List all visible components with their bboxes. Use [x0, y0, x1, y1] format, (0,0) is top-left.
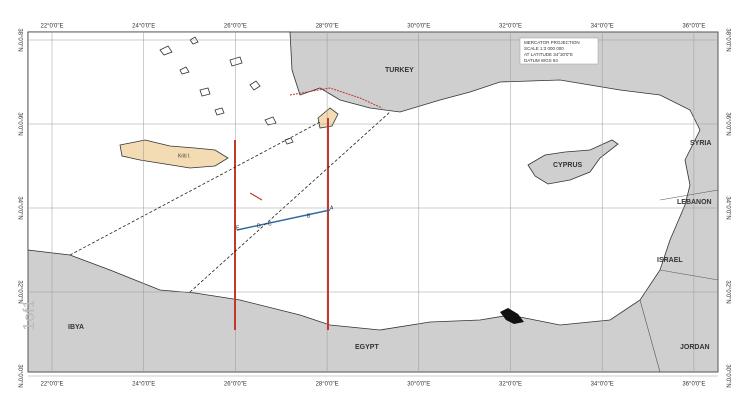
sea	[27, 31, 701, 331]
legend-text: AT LATITUDE 34°30'0"E	[524, 52, 573, 57]
longitude-label: 22°0'0"E	[40, 24, 63, 30]
cyprus	[527, 139, 619, 185]
longitude-label: 28°0'0"E	[316, 382, 339, 388]
legend-text: DATUM WGS 84	[524, 58, 558, 63]
legend-text: MERCATOR PROJECTION	[524, 40, 580, 45]
longitude-label: 32°0'0"E	[499, 382, 522, 388]
crete	[119, 139, 229, 169]
route-line	[236, 209, 331, 231]
legend-text: SCALE 1:3 000 000	[524, 46, 564, 51]
longitude-label: 36°0'0"E	[682, 24, 705, 30]
latitude-label: 30°0'0"N	[16, 364, 22, 387]
point-label: A	[330, 205, 334, 211]
watermark: 1of1	[21, 299, 38, 330]
latitude-label: 34°0'0"N	[724, 196, 730, 219]
latitude-label: 36°0'0"N	[16, 112, 22, 135]
longitude-label: 22°0'0"E	[40, 382, 63, 388]
longitude-label: 30°0'0"E	[407, 24, 430, 30]
country-label: EGYPT	[355, 344, 379, 351]
route-line	[249, 192, 263, 201]
dashed-line	[69, 121, 321, 256]
point-label: C	[268, 221, 272, 227]
country-label: TURKEY	[385, 67, 414, 74]
longitude-label: 34°0'0"E	[591, 382, 614, 388]
island-label: Kriti I.	[178, 153, 191, 159]
longitude-label: 28°0'0"E	[316, 24, 339, 30]
latitude-label: 30°0'0"N	[724, 364, 730, 387]
latitude-label: 32°0'0"N	[724, 280, 730, 303]
longitude-label: 36°0'0"E	[682, 382, 705, 388]
latitude-label: 34°0'0"N	[16, 196, 22, 219]
point-label: E	[236, 225, 240, 231]
longitude-label: 30°0'0"E	[407, 382, 430, 388]
longitude-label: 24°0'0"E	[132, 382, 155, 388]
country-label: SYRIA	[690, 140, 711, 147]
point-label: B	[307, 213, 311, 219]
country-label: LEBANON	[677, 199, 712, 206]
latitude-label: 32°0'0"N	[16, 280, 22, 303]
delta	[500, 308, 524, 324]
borders	[639, 189, 719, 373]
aegean-islands	[159, 36, 294, 145]
latitude-label: 38°0'0"N	[16, 28, 22, 51]
point-label: D	[257, 223, 261, 229]
coast-highlight	[289, 87, 383, 109]
longitude-label: 26°0'0"E	[224, 24, 247, 30]
latitude-label: 36°0'0"N	[724, 112, 730, 135]
longitude-label: 26°0'0"E	[224, 382, 247, 388]
longitude-label: 24°0'0"E	[132, 24, 155, 30]
longitude-label: 34°0'0"E	[591, 24, 614, 30]
country-label: JORDAN	[680, 344, 710, 351]
country-label: ISRAEL	[657, 257, 683, 264]
legend-box	[519, 37, 599, 65]
latitude-label: 38°0'0"N	[724, 28, 730, 51]
country-label: IBYA	[68, 324, 84, 331]
country-label: CYPRUS	[553, 162, 583, 169]
longitude-label: 32°0'0"E	[499, 24, 522, 30]
